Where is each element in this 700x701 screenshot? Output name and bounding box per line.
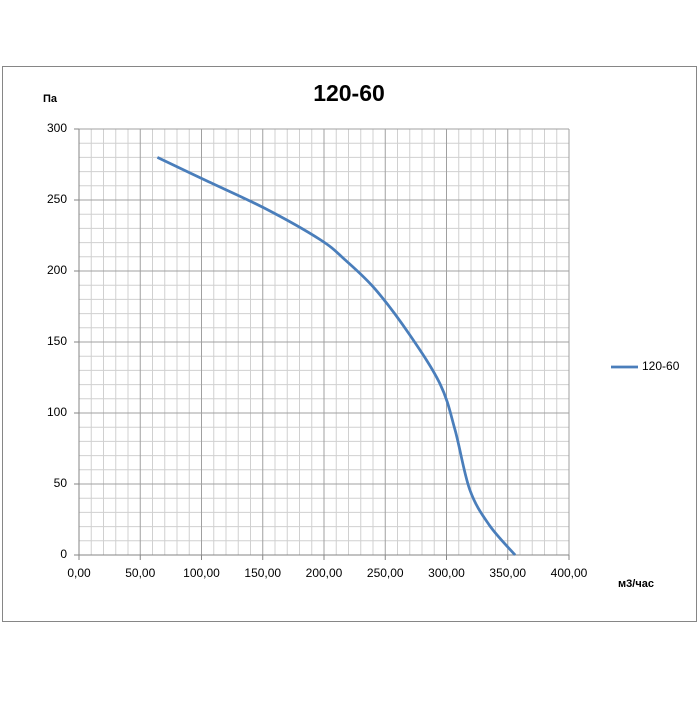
x-tick-label: 100,00 [183, 566, 220, 580]
x-tick-label: 400,00 [551, 566, 588, 580]
y-tick-label: 300 [47, 121, 67, 135]
x-tick-label: 150,00 [244, 566, 281, 580]
chart-border [2, 66, 697, 622]
y-tick-label: 200 [47, 263, 67, 277]
y-tick-label: 250 [47, 192, 67, 206]
y-tick-label: 0 [60, 547, 67, 561]
x-tick-label: 50,00 [125, 566, 155, 580]
y-tick-label: 50 [54, 476, 68, 490]
data-line [156, 156, 517, 556]
legend-label: 120-60 [642, 359, 680, 373]
y-axis-label: Па [43, 93, 58, 105]
chart-title: 120-60 [313, 80, 385, 106]
x-tick-label: 250,00 [367, 566, 404, 580]
y-tick-label: 100 [47, 405, 67, 419]
x-tick-label: 0,00 [67, 566, 91, 580]
x-tick-label: 300,00 [428, 566, 465, 580]
x-axis-label: м3/час [618, 578, 654, 590]
x-tick-label: 350,00 [489, 566, 526, 580]
y-tick-label: 150 [47, 334, 67, 348]
x-tick-label: 200,00 [306, 566, 343, 580]
